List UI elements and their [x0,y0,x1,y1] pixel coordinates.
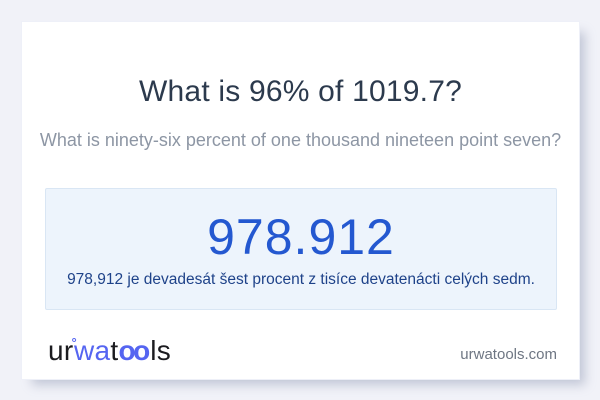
site-url: urwatools.com [460,346,557,363]
question-subtitle: What is ninety-six percent of one thousa… [39,130,562,150]
logo-degree-icon: ° [71,335,77,350]
logo-text-ur: ur [48,335,74,366]
result-box: 978.912 978,912 je devadesát šest procen… [45,188,557,310]
logo-text-wa: wa [74,335,111,366]
result-card: What is 96% of 1019.7? What is ninety-si… [21,21,580,380]
logo-glasses-oo-icon: oo [118,335,151,366]
result-value: 978.912 [207,209,395,265]
question-title: What is 96% of 1019.7? [139,75,462,108]
logo-text-t: t [110,335,119,366]
logo-text-ls: ls [150,335,172,366]
result-description: 978,912 je devadesát šest procent z tisí… [67,271,535,288]
urwatools-logo[interactable]: ur°watools [48,335,171,367]
